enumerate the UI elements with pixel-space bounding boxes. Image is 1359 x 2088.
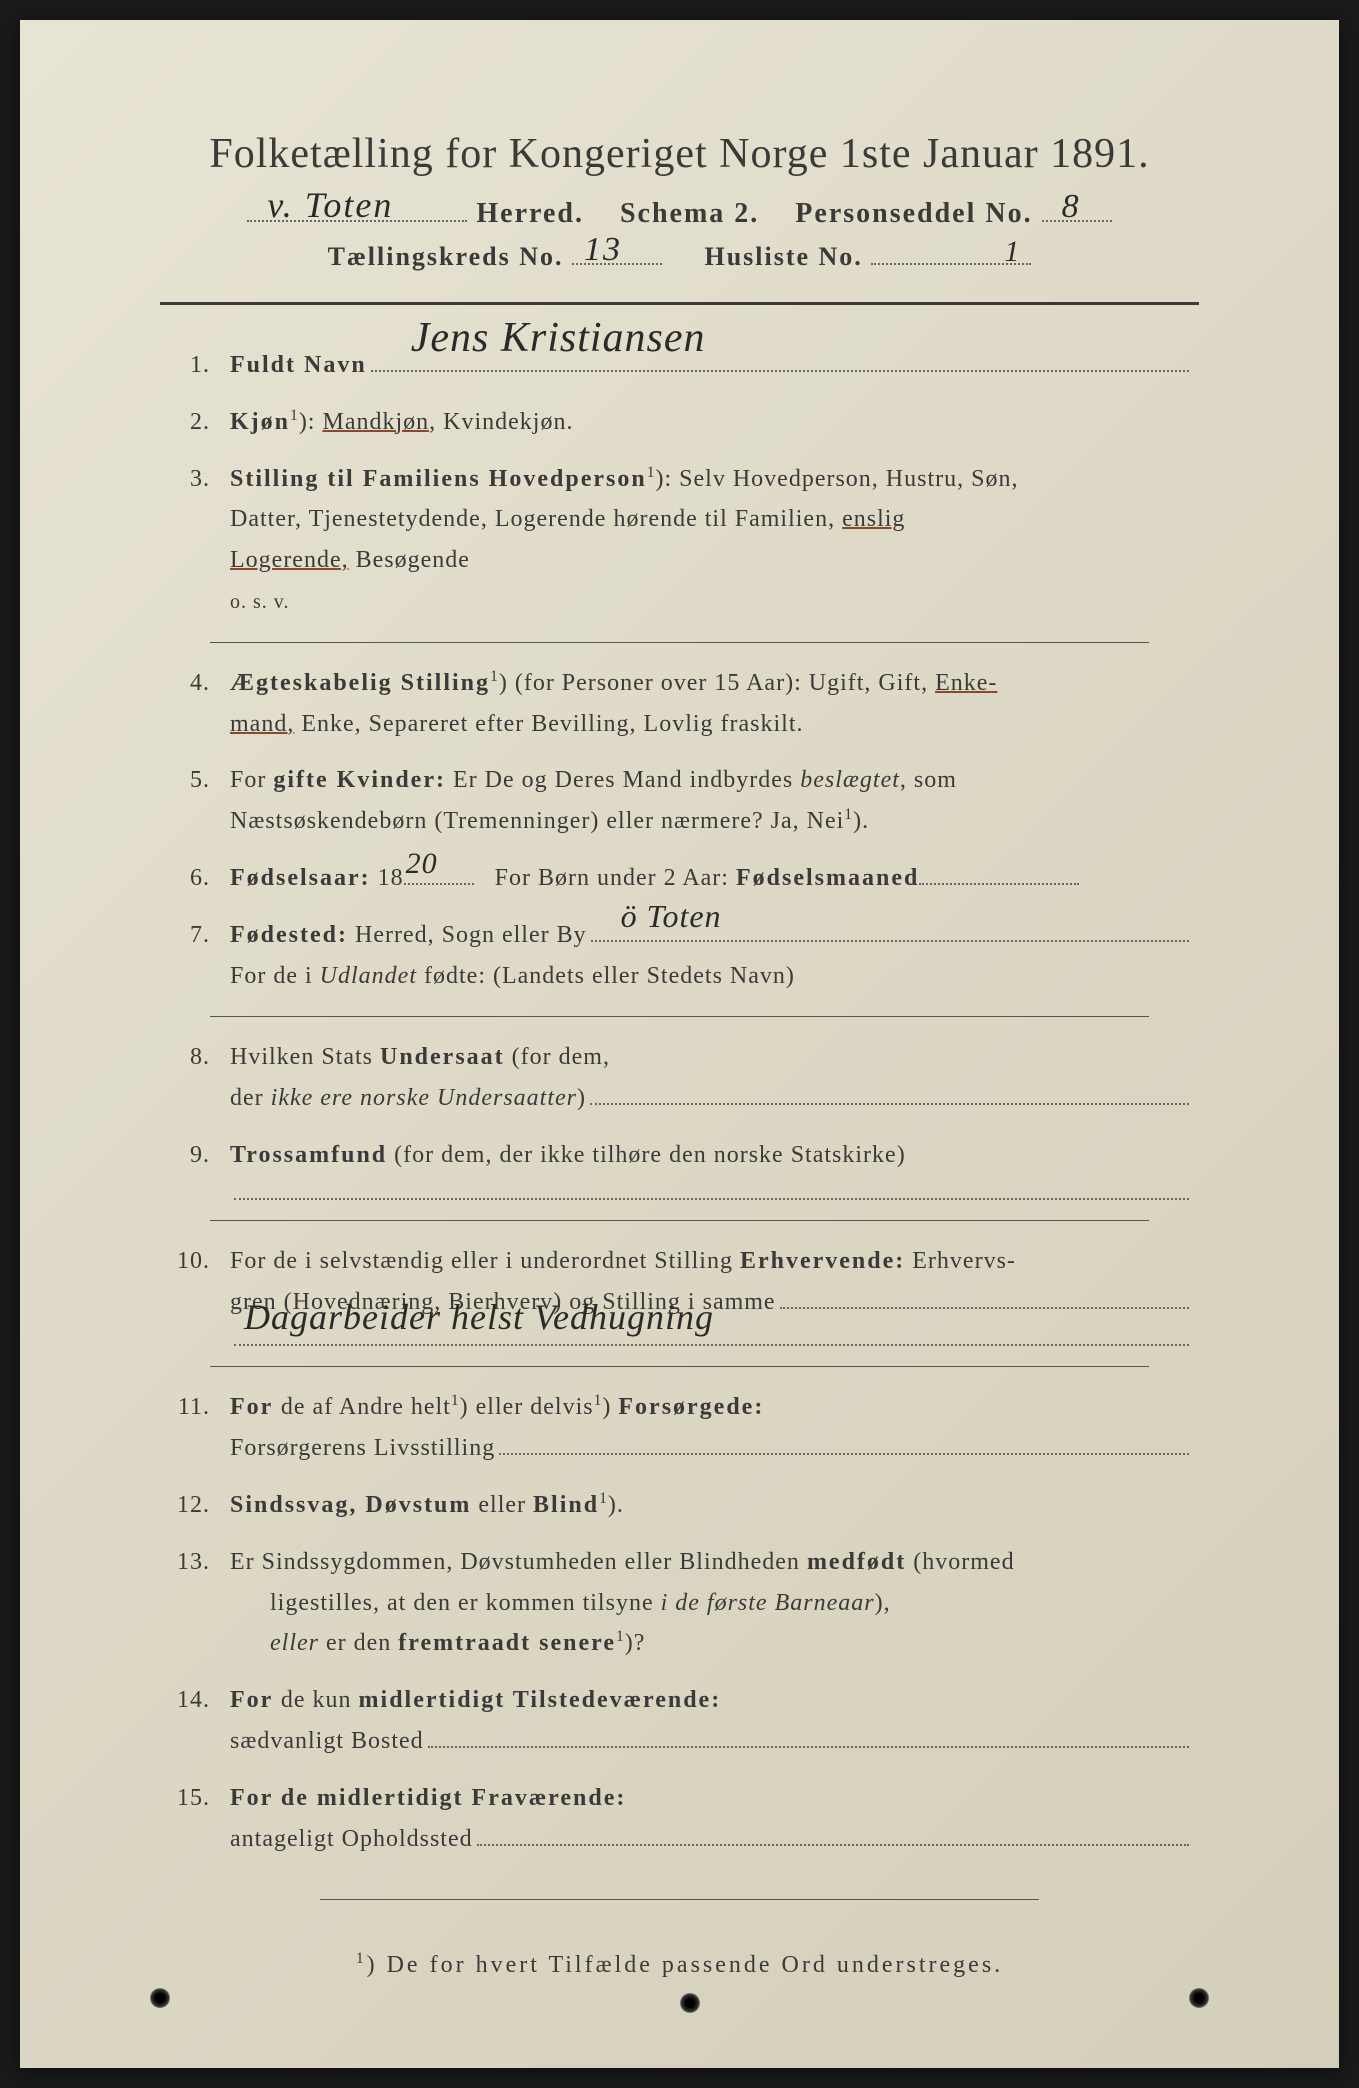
item-6-label: Fødselsaar: <box>230 865 371 891</box>
item-3-line3: Besøgende <box>349 547 470 573</box>
item-2-label: Kjøn <box>230 409 290 435</box>
item-15: 15. For de midlertidigt Fraværende: anta… <box>170 1778 1189 1860</box>
item-12-num: 12. <box>170 1485 230 1526</box>
item-9-label: Trossamfund <box>230 1142 387 1168</box>
punch-hole-left <box>150 1988 170 2008</box>
husliste-value: 1 <box>1004 235 1021 269</box>
item-9-num: 9. <box>170 1135 230 1200</box>
item-2-num: 2. <box>170 402 230 443</box>
item-11: 11. For de af Andre helt1) eller delvis1… <box>170 1387 1189 1469</box>
tallingskreds-label: Tællingskreds No. <box>328 242 564 271</box>
item-3-sel1: enslig <box>842 506 905 532</box>
divider-footnote <box>320 1899 1039 1900</box>
item-7: 7. Fødested: Herred, Sogn eller By ö Tot… <box>170 915 1189 997</box>
item-8: 8. Hvilken Stats Undersaat (for dem, der… <box>170 1037 1189 1119</box>
item-14-num: 14. <box>170 1680 230 1762</box>
footnote: 1) De for hvert Tilfælde passende Ord un… <box>120 1950 1239 1979</box>
item-3-osv: o. s. v. <box>230 591 289 613</box>
page-title: Folketælling for Kongeriget Norge 1ste J… <box>120 130 1239 178</box>
item-5-num: 5. <box>170 760 230 842</box>
item-11-num: 11. <box>170 1387 230 1469</box>
item-4-sel2: mand, <box>230 711 294 737</box>
item-6-num: 6. <box>170 858 230 899</box>
item-6-year: 20 <box>406 838 438 889</box>
item-3-label: Stilling til Familiens Hovedperson <box>230 466 647 492</box>
item-10: 10. For de i selvstændig eller i underor… <box>170 1241 1189 1347</box>
item-13: 13. Er Sindssygdommen, Døvstumheden elle… <box>170 1542 1189 1664</box>
schema-label: Schema 2. <box>620 198 759 229</box>
item-3-num: 3. <box>170 459 230 622</box>
tallingskreds-value: 13 <box>584 231 622 269</box>
item-1: 1. Fuldt Navn Jens Kristiansen <box>170 345 1189 386</box>
item-5-bold: gifte Kvinder: <box>273 767 446 793</box>
item-15-num: 15. <box>170 1778 230 1860</box>
item-10-value: Dagarbeider helst Vedhugning <box>244 1287 714 1348</box>
item-3-sel2: Logerende, <box>230 547 349 573</box>
form-body: 1. Fuldt Navn Jens Kristiansen 2. Kjøn1)… <box>120 345 1239 1859</box>
item-9: 9. Trossamfund (for dem, der ikke tilhør… <box>170 1135 1189 1200</box>
item-3-line1: Selv Hovedperson, Hustru, Søn, <box>679 466 1018 492</box>
header-row-1: v. Toten Herred. Schema 2. Personseddel … <box>120 198 1239 230</box>
item-3-line2: Datter, Tjenestetydende, Logerende høren… <box>230 506 835 532</box>
personseddel-value: 8 <box>1062 188 1081 226</box>
item-5: 5. For gifte Kvinder: Er De og Deres Man… <box>170 760 1189 842</box>
husliste-label: Husliste No. <box>704 242 862 271</box>
personseddel-label: Personseddel No. <box>795 198 1032 229</box>
item-2-selected: Mandkjøn <box>322 409 429 435</box>
item-4: 4. Ægteskabelig Stilling1) (for Personer… <box>170 663 1189 745</box>
item-10-num: 10. <box>170 1241 230 1347</box>
punch-hole-center <box>680 1993 700 2013</box>
divider-1 <box>210 642 1149 643</box>
item-7-label: Fødested: <box>230 922 348 948</box>
item-3: 3. Stilling til Familiens Hovedperson1):… <box>170 459 1189 622</box>
herred-value: v. Toten <box>267 184 393 226</box>
item-4-num: 4. <box>170 663 230 745</box>
item-4-label: Ægteskabelig Stilling <box>230 670 490 696</box>
item-1-value: Jens Kristiansen <box>411 303 706 374</box>
item-14: 14. For de kun midlertidigt Tilstedevære… <box>170 1680 1189 1762</box>
item-7-num: 7. <box>170 915 230 997</box>
item-13-num: 13. <box>170 1542 230 1664</box>
herred-label: Herred. <box>476 198 584 229</box>
divider-4 <box>210 1366 1149 1367</box>
item-1-label: Fuldt Navn <box>230 345 367 386</box>
header-row-2: Tællingskreds No. 13 Husliste No. 1 <box>120 242 1239 272</box>
item-1-num: 1. <box>170 345 230 386</box>
item-8-num: 8. <box>170 1037 230 1119</box>
item-7-value: ö Toten <box>621 889 722 943</box>
item-2: 2. Kjøn1): Mandkjøn, Kvindekjøn. <box>170 402 1189 443</box>
divider-2 <box>210 1016 1149 1017</box>
item-12: 12. Sindssvag, Døvstum eller Blind1). <box>170 1485 1189 1526</box>
divider-3 <box>210 1220 1149 1221</box>
item-4-sel: Enke- <box>935 670 997 696</box>
punch-hole-right <box>1189 1988 1209 2008</box>
census-form-page: Folketælling for Kongeriget Norge 1ste J… <box>20 20 1339 2068</box>
